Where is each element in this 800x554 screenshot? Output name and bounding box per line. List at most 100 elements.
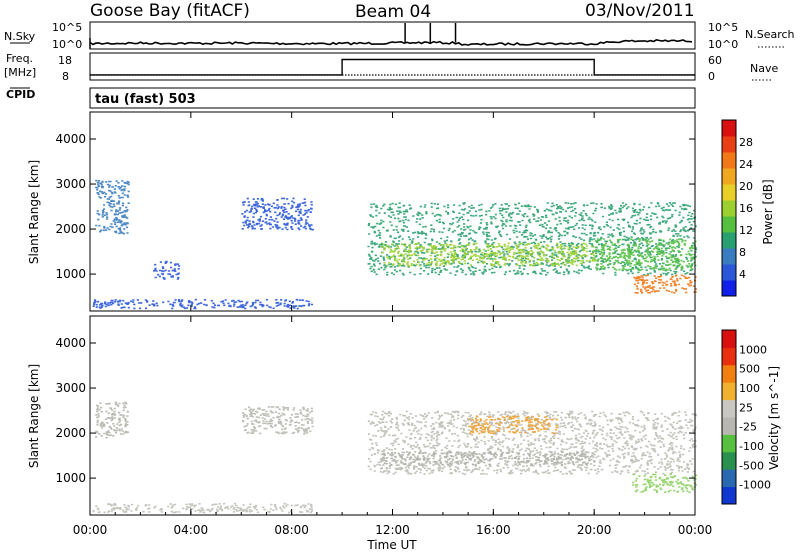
power-cbar-tick-5: 24 [739,158,753,171]
xtick-label-3: 12:00 [375,523,410,537]
power-cbar-cell-9 [722,136,736,153]
noise-right-tick-bottom: 10^0 [708,38,738,51]
power-cbar-cell-4 [722,216,736,233]
freq-line [90,58,695,76]
power-region-3 [241,197,314,231]
time-axis: 00:00 04:00 08:00 12:00 16:00 20:00 00:00 [73,112,713,537]
power-cbar-cell-2 [722,248,736,265]
velocity-region-5 [632,473,698,494]
velocity-cbar-cell-3 [722,434,736,453]
xtick-label-5: 20:00 [577,523,612,537]
noise-panel-frame [89,21,696,50]
freq-right-tick-bottom: 0 [708,70,715,83]
power-region-6 [594,238,697,271]
power-cbar-cell-1 [722,264,736,281]
power-cbar-tick-1: 8 [739,246,746,259]
velocity-scatter [92,401,698,514]
power-cbar-cell-7 [722,168,736,185]
velocity-cbar-tick-2: 100 [739,382,760,395]
freq-panel-frame [89,52,696,81]
velocity-ytick-label-3: 4000 [55,336,86,350]
noise-left-tick-bottom: 10^0 [52,38,82,51]
power-cbar-tick-2: 12 [739,224,753,237]
power-yticks: 1000 2000 3000 4000 [55,132,695,281]
velocity-cbar-tick-4: -25 [739,421,757,434]
velocity-cbar-tick-5: -100 [739,440,764,453]
velocity-cbar-tick-3: 25 [739,401,753,414]
power-ylabel: Slant Range [km] [27,160,41,264]
velocity-region-6 [468,415,558,435]
power-cbar-cell-3 [722,232,736,249]
power-cbar-frame [721,119,737,297]
velocity-ytick-label-1: 2000 [55,426,86,440]
power-ytick-label-0: 1000 [55,267,86,281]
freq-left-label-1: Freq. [6,52,33,65]
power-region-7 [633,274,698,294]
velocity-region-2 [241,406,314,435]
freq-right-tick-top: 60 [708,54,722,67]
velocity-cbar-label: Velocity [m s^-1] [767,366,781,470]
xtick-label-4: 16:00 [476,523,511,537]
mode-label: tau (fast) 503 [95,92,196,107]
noise-right-label: N.Search [745,28,795,41]
xtick-label-0: 00:00 [73,523,108,537]
velocity-ytick-label-0: 1000 [55,471,86,485]
xtick-label-2: 08:00 [274,523,309,537]
velocity-cbar-cell-6 [722,382,736,401]
noise-right-tick-top: 10^5 [708,21,738,34]
velocity-cbar-frame [721,329,737,505]
noise-line [89,23,693,49]
velocity-cbar-tick-7: -1000 [739,479,771,492]
velocity-yticks: 1000 2000 3000 4000 [55,336,695,485]
velocity-cbar-cell-7 [722,364,736,383]
power-cbar-cell-8 [722,152,736,169]
power-region-0 [95,179,130,235]
station-title: Goose Bay (fitACF) [90,1,250,21]
noise-left-label: N.Sky [4,30,36,43]
power-cbar-cell-6 [722,184,736,201]
velocity-cbar-cell-1 [722,469,736,488]
velocity-ylabel: Slant Range [km] [27,364,41,468]
xtick-label-6: 00:00 [678,523,713,537]
beam-title: Beam 04 [355,2,431,22]
power-cbar-tick-4: 20 [739,180,753,193]
date-title: 03/Nov/2011 [585,1,695,21]
freq-left-label-2: [MHz] [4,66,36,79]
velocity-cbar-tick-0: 1000 [739,343,767,356]
power-cbar-tick-0: 4 [739,268,746,281]
noise-left-tick-top: 10^5 [52,21,82,34]
velocity-cbar-cell-5 [722,399,736,418]
velocity-cbar-cell-9 [722,330,736,348]
freq-left-tick-top: 18 [58,54,72,67]
power-ytick-label-1: 2000 [55,222,86,236]
cpid-label: CPID [6,88,35,101]
power-colorbar: 4 8 12 16 20 24 28 [721,119,753,297]
velocity-cbar-cell-4 [722,417,736,435]
velocity-region-1 [92,502,313,514]
velocity-region-4 [381,451,596,467]
power-region-2 [153,260,181,280]
velocity-cbar-tick-1: 500 [739,363,760,376]
power-cbar-cell-10 [722,120,736,137]
time-axis-label: Time UT [366,538,417,552]
velocity-region-3 [367,410,698,476]
power-ytick-label-2: 3000 [55,177,86,191]
freq-left-tick-bottom: 8 [62,70,69,83]
mode-box [89,87,696,109]
power-cbar-label: Power [dB] [761,179,775,244]
velocity-cbar-cell-2 [722,451,736,470]
velocity-ytick-label-2: 3000 [55,381,86,395]
freq-series [90,58,695,76]
power-scatter [92,179,698,310]
xtick-label-1: 04:00 [174,523,209,537]
velocity-region-0 [95,401,129,439]
power-region-5 [380,242,597,267]
velocity-colorbar: 1000 500 100 25 -25 -100 -500 -1000 [721,329,771,505]
power-cbar-cell-5 [722,200,736,217]
power-cbar-tick-6: 28 [739,136,753,149]
power-region-1 [92,298,314,310]
velocity-cbar-tick-6: -500 [739,459,764,472]
nave-label: Nave [750,62,778,75]
velocity-cbar-cell-8 [722,347,736,366]
